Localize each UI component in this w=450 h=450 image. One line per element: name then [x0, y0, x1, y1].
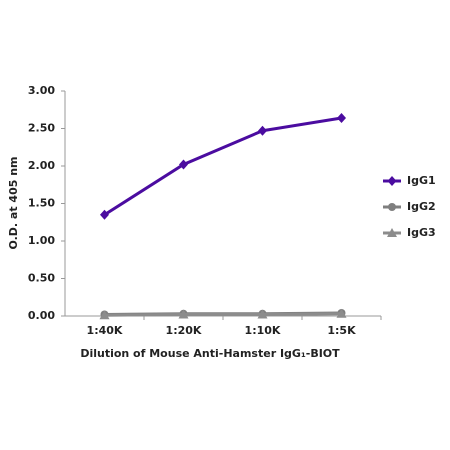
y-tick-label: 1.00 — [28, 234, 55, 247]
data-point — [258, 125, 267, 136]
x-axis-title: Dilution of Mouse Anti-Hamster IgG₁-BIOT — [80, 347, 340, 360]
x-tick-label: 1:20K — [166, 324, 202, 337]
legend-marker — [388, 203, 396, 211]
data-point — [178, 309, 189, 319]
legend-label: IgG2 — [407, 200, 436, 213]
y-tick-label: 0.00 — [28, 309, 55, 322]
data-point — [336, 308, 347, 318]
x-tick-label: 1:40K — [87, 324, 123, 337]
legend-label: IgG3 — [407, 226, 436, 239]
series-line — [103, 116, 342, 217]
y-tick-label: 2.50 — [28, 122, 55, 135]
legend-label: IgG1 — [407, 174, 436, 187]
series-line — [104, 312, 342, 317]
data-point — [179, 159, 188, 170]
legend-marker — [387, 176, 397, 186]
y-tick-label: 0.50 — [28, 272, 55, 285]
y-axis-title: O.D. at 405 nm — [7, 156, 20, 249]
y-tick-label: 1.50 — [28, 197, 55, 210]
legend-marker — [387, 228, 397, 237]
y-tick-label: 2.00 — [28, 159, 55, 172]
x-tick-label: 1:5K — [327, 324, 356, 337]
x-tick-label: 1:10K — [245, 324, 281, 337]
data-point — [100, 209, 109, 220]
data-point — [99, 310, 110, 320]
data-point — [337, 113, 346, 123]
y-tick-label: 3.00 — [28, 84, 55, 97]
data-point — [257, 309, 268, 319]
